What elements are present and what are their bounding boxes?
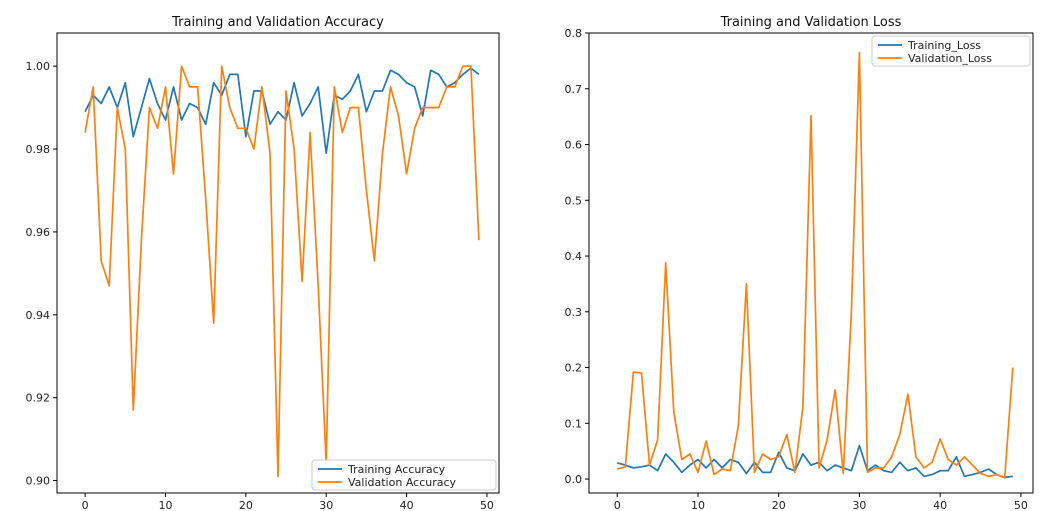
- loss-x-tick-label: 10: [691, 499, 705, 511]
- loss-legend-label-training-loss: Training_Loss: [907, 39, 981, 52]
- accuracy-x-tick-label: 20: [239, 499, 253, 511]
- loss-y-tick-label: 0.4: [565, 250, 583, 263]
- loss-y-tick-label: 0.0: [565, 473, 583, 486]
- accuracy-y-tick-label: 0.94: [26, 309, 51, 322]
- loss-y-tick-label: 0.5: [565, 194, 583, 207]
- accuracy-x-tick-label: 0: [82, 499, 89, 511]
- loss-y-tick-label: 0.1: [565, 417, 583, 430]
- loss-y-tick-label: 0.7: [565, 83, 583, 96]
- accuracy-y-tick-label: 0.90: [26, 475, 51, 488]
- loss-series-line-training-loss: [617, 444, 1013, 479]
- loss-x-tick-label: 40: [933, 499, 947, 511]
- accuracy-x-tick-label: 30: [319, 499, 333, 511]
- accuracy-series-line-training-accuracy: [84, 67, 480, 155]
- accuracy-axes-frame: [56, 32, 500, 494]
- loss-x-tick-label: 30: [852, 499, 866, 511]
- accuracy-legend-box: [311, 459, 497, 491]
- loss-y-tick-label: 0.2: [565, 362, 583, 375]
- loss-x-tick-label: 20: [772, 499, 786, 511]
- accuracy-legend-label-validation-accuracy: Validation Accuracy: [348, 476, 457, 489]
- loss-axes-frame: [588, 32, 1034, 494]
- accuracy-y-tick-label: 1.00: [26, 60, 51, 73]
- loss-chart: Training and Validation Loss 0 10 20 30 40 50 0…: [565, 15, 1034, 511]
- loss-y-tick-label: 0.3: [565, 306, 583, 319]
- accuracy-y-tick-label: 0.96: [26, 226, 51, 239]
- accuracy-legend-label-training-accuracy: Training Accuracy: [347, 463, 446, 476]
- loss-series-line-validation-loss: [617, 51, 1014, 479]
- loss-chart-title: Training and Validation Loss: [720, 15, 902, 30]
- accuracy-y-tick-label: 0.98: [26, 143, 51, 156]
- accuracy-x-tick-label: 50: [480, 499, 494, 511]
- loss-x-tick-label: 0: [614, 499, 621, 511]
- accuracy-series-line-validation-accuracy: [84, 65, 480, 478]
- loss-y-tick-label: 0.8: [565, 27, 583, 40]
- accuracy-chart-title: Training and Validation Accuracy: [171, 15, 384, 30]
- accuracy-y-tick-label: 0.92: [26, 392, 51, 405]
- accuracy-x-tick-label: 10: [158, 499, 172, 511]
- accuracy-chart: Training and Validation Accuracy 0 10 20 30 4…: [26, 15, 500, 511]
- loss-legend-box: [871, 35, 1031, 67]
- accuracy-x-tick-label: 40: [400, 499, 414, 511]
- loss-x-tick-label: 50: [1014, 499, 1028, 511]
- loss-legend-label-validation-loss: Validation_Loss: [908, 52, 992, 65]
- loss-y-tick-label: 0.6: [565, 139, 583, 152]
